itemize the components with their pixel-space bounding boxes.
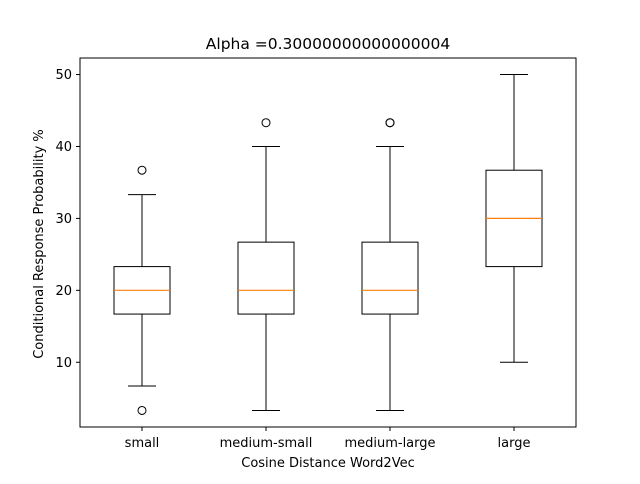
y-axis-ticks: 10 20 30 40 50	[55, 68, 80, 371]
y-tick-label: 40	[55, 140, 72, 155]
y-tick-label: 50	[55, 68, 72, 83]
y-tick-label: 10	[55, 356, 72, 371]
y-tick-label: 20	[55, 284, 72, 299]
box-group-medium-small	[237, 118, 295, 411]
outlier-point	[137, 405, 147, 415]
x-axis-label: Cosine Distance Word2Vec	[241, 456, 414, 471]
y-axis-label: Conditional Response Probability %	[32, 129, 47, 359]
box-group-small	[113, 165, 171, 415]
y-tick-label: 30	[55, 212, 72, 227]
boxes-layer	[113, 74, 543, 415]
outlier-point	[137, 165, 147, 175]
box-group-medium-large	[361, 118, 419, 411]
outlier-point	[385, 118, 395, 128]
plot-area	[79, 57, 577, 428]
iqr-box	[361, 241, 419, 315]
chart-title: Alpha =0.30000000000000004	[206, 35, 450, 53]
iqr-box	[237, 241, 295, 315]
x-tick-label: medium-small	[220, 436, 313, 451]
box-group-large	[485, 74, 543, 363]
x-axis-ticks: small medium-small medium-large large	[125, 427, 531, 451]
x-tick-label: small	[125, 436, 160, 451]
plot-frame	[79, 57, 577, 428]
x-tick-label: large	[498, 436, 531, 451]
outlier-point	[261, 118, 271, 128]
x-tick-label: medium-large	[344, 436, 435, 451]
